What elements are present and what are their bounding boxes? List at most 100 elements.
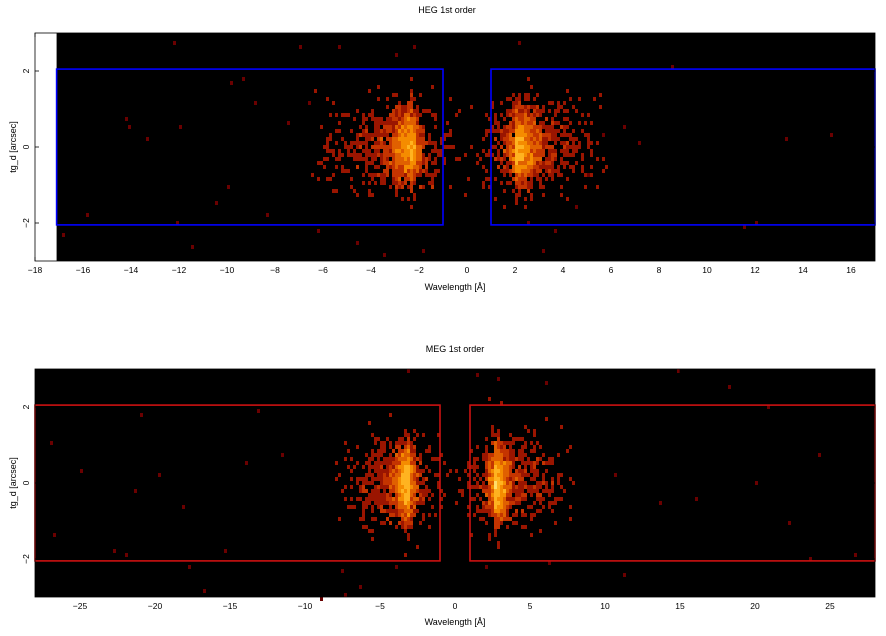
heg-count-bin — [509, 157, 512, 161]
heg-count-bin — [368, 189, 371, 193]
meg-count-bin — [494, 469, 497, 473]
meg-count-bin — [416, 509, 419, 513]
heg-count-bin — [449, 185, 452, 189]
heg-count-bin — [602, 169, 605, 173]
heg-count-bin — [410, 105, 413, 109]
meg-count-bin — [500, 477, 503, 481]
heg-count-bin — [572, 129, 575, 133]
heg-count-bin — [512, 145, 515, 149]
meg-count-bin — [572, 481, 575, 485]
heg-count-bin — [341, 169, 344, 173]
meg-count-bin — [389, 445, 392, 449]
meg-count-bin — [473, 469, 476, 473]
heg-count-bin — [416, 137, 419, 141]
meg-count-bin — [362, 517, 365, 521]
heg-count-bin — [419, 113, 422, 117]
meg-x-tick-label: −15 — [223, 601, 238, 611]
heg-count-bin — [380, 173, 383, 177]
heg-count-bin — [530, 177, 533, 181]
heg-count-bin — [416, 121, 419, 125]
heg-count-bin — [431, 113, 434, 117]
meg-count-bin — [557, 473, 560, 477]
meg-count-bin — [425, 493, 428, 497]
heg-count-bin — [401, 181, 404, 185]
heg-count-bin — [422, 141, 425, 145]
heg-count-bin — [503, 153, 506, 157]
heg-count-bin — [404, 177, 407, 181]
meg-count-bin — [494, 473, 497, 477]
heg-count-bin — [356, 241, 359, 245]
meg-count-bin — [371, 481, 374, 485]
heg-count-bin — [395, 173, 398, 177]
heg-count-bin — [524, 185, 527, 189]
heg-count-bin — [563, 125, 566, 129]
meg-count-bin — [506, 513, 509, 517]
meg-count-bin — [527, 457, 530, 461]
meg-count-bin — [371, 473, 374, 477]
heg-count-bin — [128, 125, 131, 129]
heg-count-bin — [545, 141, 548, 145]
meg-count-bin — [500, 497, 503, 501]
heg-count-bin — [560, 105, 563, 109]
heg-count-bin — [356, 193, 359, 197]
meg-count-bin — [467, 481, 470, 485]
meg-count-bin — [374, 453, 377, 457]
heg-count-bin — [383, 169, 386, 173]
meg-count-bin — [515, 437, 518, 441]
meg-count-bin — [518, 477, 521, 481]
meg-count-bin — [497, 437, 500, 441]
heg-count-bin — [527, 93, 530, 97]
meg-count-bin — [497, 473, 500, 477]
heg-count-bin — [524, 169, 527, 173]
heg-count-bin — [416, 109, 419, 113]
meg-count-bin — [536, 441, 539, 445]
heg-count-bin — [416, 161, 419, 165]
heg-count-bin — [515, 181, 518, 185]
meg-count-bin — [512, 497, 515, 501]
meg-count-bin — [518, 501, 521, 505]
meg-count-bin — [374, 501, 377, 505]
meg-count-bin — [140, 413, 143, 417]
heg-count-bin — [488, 117, 491, 121]
meg-count-bin — [509, 433, 512, 437]
heg-count-bin — [413, 117, 416, 121]
heg-count-bin — [374, 141, 377, 145]
heg-count-bin — [335, 165, 338, 169]
heg-count-bin — [545, 129, 548, 133]
meg-count-bin — [371, 517, 374, 521]
meg-count-bin — [533, 449, 536, 453]
heg-count-bin — [563, 165, 566, 169]
meg-count-bin — [389, 481, 392, 485]
meg-count-bin — [188, 565, 191, 569]
meg-count-bin — [404, 445, 407, 449]
heg-count-bin — [560, 161, 563, 165]
heg-count-bin — [398, 109, 401, 113]
heg-count-bin — [335, 157, 338, 161]
heg-count-bin — [416, 113, 419, 117]
heg-count-bin — [485, 133, 488, 137]
meg-count-bin — [407, 513, 410, 517]
meg-count-bin — [398, 453, 401, 457]
heg-count-bin — [374, 121, 377, 125]
heg-x-tick-label: −4 — [366, 265, 376, 275]
meg-count-bin — [371, 497, 374, 501]
heg-count-bin — [365, 153, 368, 157]
heg-count-bin — [356, 165, 359, 169]
meg-count-bin — [356, 497, 359, 501]
meg-count-bin — [446, 473, 449, 477]
meg-count-bin — [338, 473, 341, 477]
meg-count-bin — [557, 481, 560, 485]
meg-count-bin — [515, 457, 518, 461]
heg-count-bin — [374, 181, 377, 185]
meg-count-bin — [518, 453, 521, 457]
meg-count-bin — [554, 497, 557, 501]
heg-x-ticks: −18 −16 −14 −12 −10 −8 −6 −4 −2 0 2 4 6 8 10 12 14 16 — [28, 33, 856, 275]
heg-count-bin — [398, 129, 401, 133]
heg-count-bin — [392, 141, 395, 145]
meg-count-bin — [551, 485, 554, 489]
heg-count-bin — [563, 145, 566, 149]
meg-count-bin — [530, 485, 533, 489]
meg-count-bin — [482, 501, 485, 505]
heg-count-bin — [410, 129, 413, 133]
heg-count-bin — [527, 105, 530, 109]
